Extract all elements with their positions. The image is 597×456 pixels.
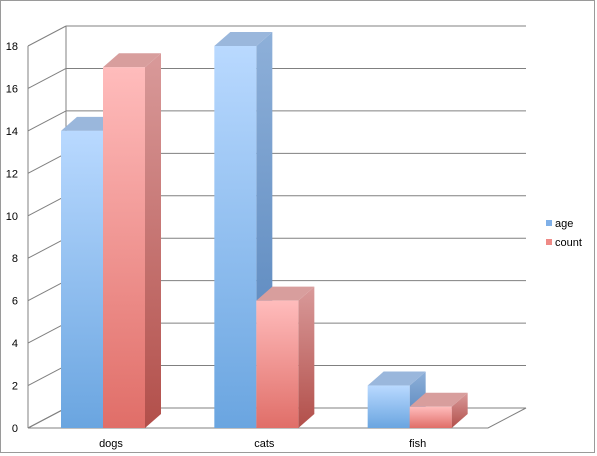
wall-gridline xyxy=(27,322,67,344)
bar-count-fish xyxy=(409,392,468,428)
bar-front xyxy=(214,46,257,428)
y-tick-label: 4 xyxy=(12,338,18,350)
bars xyxy=(61,32,468,428)
wall-gridline xyxy=(27,365,67,386)
bar-side xyxy=(298,286,315,428)
y-tick-label: 14 xyxy=(6,126,18,138)
legend: age count xyxy=(546,218,582,249)
bar-count-cats xyxy=(256,286,315,428)
y-tick-label: 10 xyxy=(6,211,18,223)
wall-gridline xyxy=(27,152,67,174)
bar-top xyxy=(214,32,273,46)
y-tick-label: 16 xyxy=(6,83,18,95)
wall-gridline xyxy=(27,280,67,302)
legend-label-count: count xyxy=(555,237,582,249)
y-tick-label: 0 xyxy=(12,423,18,435)
axis-labels: 0 2 4 6 8 10 12 14 16 18 dogs cats fish xyxy=(6,41,426,450)
legend-swatch-count xyxy=(546,239,552,245)
bar-count-dogs xyxy=(103,53,161,428)
bar-front xyxy=(103,67,145,428)
bar-front xyxy=(367,385,410,428)
bar-top xyxy=(103,53,161,68)
bar-front xyxy=(409,406,452,428)
x-tick-label: cats xyxy=(254,438,275,450)
y-tick-label: 18 xyxy=(6,41,18,53)
floor xyxy=(27,407,527,429)
legend-label-age: age xyxy=(555,218,573,230)
wall-gridline xyxy=(27,25,67,47)
wall-gridline xyxy=(27,110,67,132)
bar-front xyxy=(61,130,103,428)
x-tick-label: dogs xyxy=(99,438,123,450)
bar-top xyxy=(409,392,468,407)
bar-side xyxy=(451,392,468,428)
y-tick-label: 2 xyxy=(12,381,18,393)
bar-top xyxy=(256,286,315,301)
wall-gridline xyxy=(27,195,67,217)
y-tick-label: 12 xyxy=(6,168,18,180)
x-tick-label: fish xyxy=(409,438,426,450)
bar-front xyxy=(256,300,299,428)
y-tick-label: 8 xyxy=(12,253,18,265)
y-tick-label: 6 xyxy=(12,296,18,308)
bar-top xyxy=(367,371,426,386)
wall-gridline xyxy=(27,237,67,259)
wall-gridline xyxy=(27,68,67,89)
bar-side xyxy=(145,53,161,428)
legend-swatch-age xyxy=(546,220,552,226)
